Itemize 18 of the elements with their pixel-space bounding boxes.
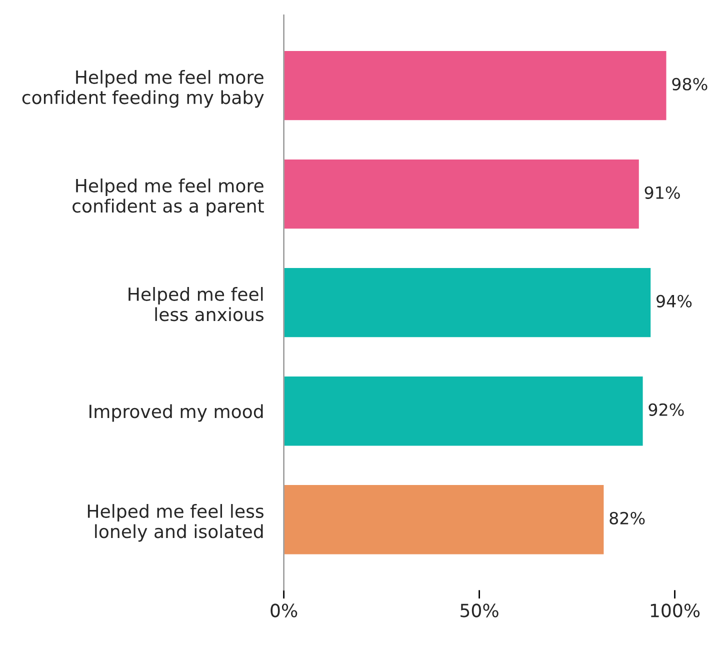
bar xyxy=(284,375,644,448)
bar xyxy=(284,158,640,230)
y-tick-label: Helped me feel less lonely and isolated xyxy=(88,504,264,542)
x-tick-label: 0% xyxy=(270,604,298,618)
y-tick-label: Improved my mood xyxy=(90,404,263,422)
data-label: 92% xyxy=(648,403,684,416)
y-tick-label: Helped me feel more confident feeding my baby xyxy=(22,70,264,108)
y-tick-label: Helped me feel more confident as a parent xyxy=(72,178,264,216)
bar xyxy=(284,50,668,122)
x-tick-label: 50% xyxy=(460,604,498,618)
bar xyxy=(284,484,606,556)
data-label: 91% xyxy=(644,186,680,199)
data-label: 82% xyxy=(610,512,645,524)
data-label: 98% xyxy=(672,78,708,90)
data-label: 94% xyxy=(656,294,692,308)
bar xyxy=(284,266,652,339)
y-tick-label: Helped me feel less anxious xyxy=(128,287,264,322)
x-tick-label: 100% xyxy=(650,604,700,618)
